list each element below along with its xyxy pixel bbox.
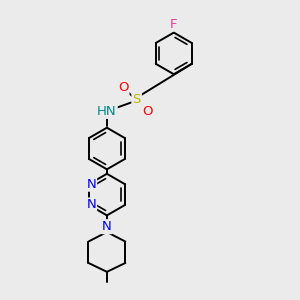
Text: O: O xyxy=(142,106,152,118)
Text: F: F xyxy=(170,18,178,31)
Text: N: N xyxy=(86,178,96,191)
Text: HN: HN xyxy=(97,105,117,118)
Text: N: N xyxy=(102,220,112,233)
Text: O: O xyxy=(118,81,128,94)
Text: N: N xyxy=(86,199,96,212)
Text: S: S xyxy=(132,93,141,106)
